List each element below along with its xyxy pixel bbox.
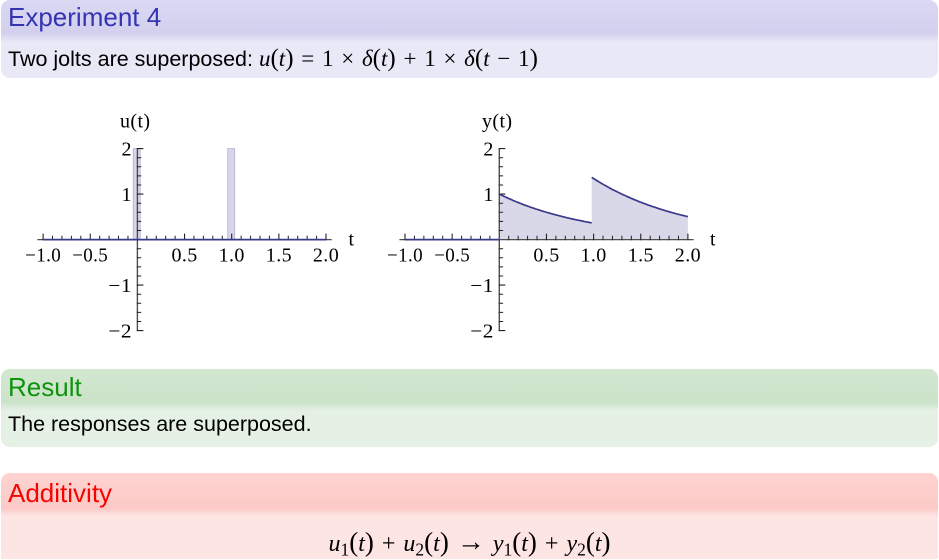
svg-text:1: 1 [483,184,493,206]
svg-text:2: 2 [483,138,493,160]
svg-text:1.5: 1.5 [266,245,292,267]
svg-text:−0.5: −0.5 [72,245,108,267]
svg-text:y(t): y(t) [482,111,512,133]
svg-text:2: 2 [121,138,131,160]
svg-text:1.0: 1.0 [580,245,606,267]
svg-text:0.5: 0.5 [171,245,197,267]
svg-text:−2: −2 [470,320,494,342]
svg-text:−1: −1 [470,275,494,297]
svg-text:−0.5: −0.5 [434,245,470,267]
svg-text:0.5: 0.5 [533,245,559,267]
svg-text:−1.0: −1.0 [387,245,423,267]
svg-text:−1.0: −1.0 [25,245,61,267]
svg-text:1: 1 [121,184,131,206]
svg-text:1.0: 1.0 [219,245,245,267]
svg-text:−1: −1 [108,275,132,297]
svg-text:2.0: 2.0 [313,245,339,267]
svg-text:−2: −2 [108,320,132,342]
svg-text:2.0: 2.0 [675,245,701,267]
svg-text:t: t [349,229,355,251]
svg-text:t: t [710,229,716,251]
svg-text:1.5: 1.5 [628,245,654,267]
svg-text:u(t): u(t) [120,111,150,133]
